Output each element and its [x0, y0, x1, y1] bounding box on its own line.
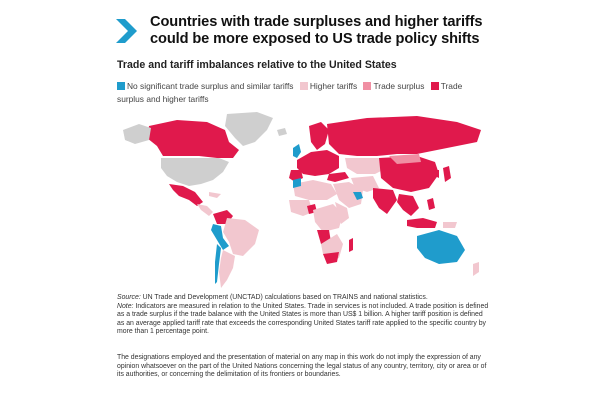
- note-label: Note:: [117, 302, 134, 310]
- region-central-africa: [313, 204, 343, 232]
- source-text: UN Trade and Development (UNCTAD) calcul…: [142, 294, 428, 301]
- region-south-africa: [323, 252, 339, 264]
- region-russia: [327, 116, 481, 156]
- region-scandinavia: [309, 122, 329, 150]
- region-png: [443, 222, 457, 228]
- region-chile: [215, 244, 221, 284]
- region-iran: [351, 176, 379, 192]
- legend-swatch-trade-surplus: [363, 82, 372, 90]
- legend-label-neutral: No significant trade surplus and similar…: [127, 81, 294, 91]
- region-australia: [417, 230, 465, 264]
- map-subtitle: Trade and tariff imbalances relative to …: [117, 59, 397, 71]
- source-note: Source: UN Trade and Development (UNCTAD…: [117, 294, 489, 337]
- legend-item-both: Trade surplus and higher tariffs: [117, 81, 462, 104]
- legend-label-higher-tariffs: Higher tariffs: [309, 81, 358, 91]
- region-new-zealand: [473, 262, 479, 276]
- region-gulf: [353, 192, 363, 200]
- region-canada: [147, 120, 239, 158]
- source-label: Source:: [117, 294, 141, 301]
- region-uk: [293, 144, 301, 158]
- region-turkey: [327, 172, 349, 182]
- region-brazil: [223, 218, 259, 256]
- legend-item-neutral: No significant trade surplus and similar…: [117, 81, 294, 91]
- legend-item-higher-tariffs: Higher tariffs: [299, 81, 358, 91]
- region-andes: [211, 224, 229, 250]
- region-iceland: [277, 128, 287, 136]
- region-central-asia: [345, 158, 387, 174]
- region-west-africa: [289, 200, 313, 216]
- region-japan: [443, 166, 451, 182]
- legend-swatch-higher-tariffs: [299, 82, 308, 90]
- region-china: [379, 156, 439, 192]
- region-middle-east: [333, 182, 363, 208]
- region-east-africa: [335, 202, 349, 224]
- world-map: [123, 112, 481, 288]
- chevron-icon: [116, 19, 137, 43]
- region-caribbean: [209, 192, 221, 198]
- legend-label-trade-surplus: Trade surplus: [373, 81, 425, 91]
- region-usa: [161, 158, 229, 186]
- region-mexico: [169, 184, 203, 206]
- region-madagascar: [349, 238, 353, 252]
- region-alaska: [123, 124, 151, 144]
- region-korea: [435, 170, 439, 178]
- region-north-africa: [293, 180, 337, 200]
- region-philippines: [427, 198, 435, 210]
- region-southeast-asia: [397, 194, 419, 216]
- region-indonesia: [407, 218, 437, 228]
- region-india: [373, 188, 397, 214]
- region-central-america: [197, 204, 213, 216]
- region-greenland: [225, 112, 273, 146]
- legend-item-trade-surplus: Trade surplus: [363, 81, 424, 91]
- legend-swatch-both: [430, 82, 439, 90]
- legend-label-both: Trade surplus and higher tariffs: [117, 81, 463, 104]
- region-europe: [297, 150, 339, 176]
- page-title: Countries with trade surpluses and highe…: [150, 14, 483, 47]
- note-text: Indicators are measured in relation to t…: [117, 302, 489, 336]
- map-legend: No significant trade surplus and similar…: [117, 80, 489, 106]
- map-disclaimer: The designations employed and the presen…: [117, 354, 487, 379]
- region-southern-cone: [219, 250, 235, 288]
- region-mongolia: [389, 154, 421, 164]
- region-morocco: [293, 178, 301, 188]
- legend-swatch-neutral: [117, 82, 125, 90]
